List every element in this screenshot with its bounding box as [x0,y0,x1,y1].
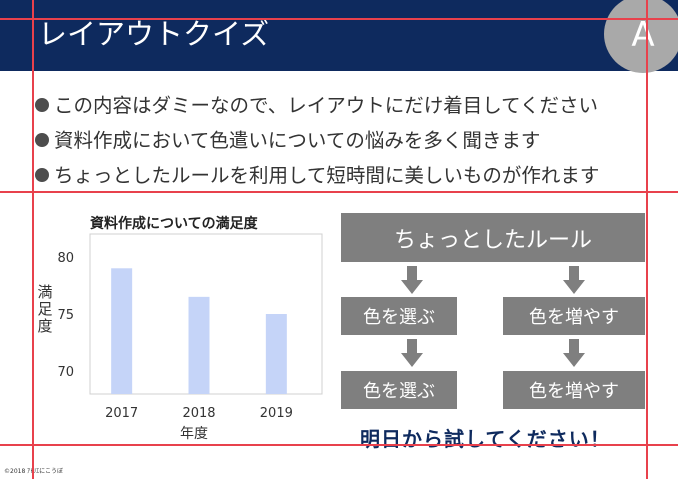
y-axis-label-char: 足 [37,300,52,318]
flow-header-text: ちょっとしたルール [393,227,592,253]
bullet-text: この内容はダミーなので、レイアウトにだけ着目してください [54,94,599,117]
bullet-list: この内容はダミーなので、レイアウトにだけ着目してください 資料作成において色遣い… [34,88,674,193]
badge-letter: A [631,15,655,55]
flow-box-left-1: 色を選ぶ [341,297,457,335]
bullet-text: 資料作成において色遣いについての悩みを多く聞きます [54,129,541,152]
chart-title: 資料作成についての満足度 [90,216,258,232]
chart-bar [265,314,287,394]
header-bar: レイアウトクイズ [0,0,678,71]
arrow-down-icon [563,266,585,294]
arrow-down-icon [401,266,423,294]
x-tick-label: 2018 [182,406,215,421]
chart-svg: 70 75 80 2017 2018 2019 年度 満足度 [37,233,323,442]
guide-line-horizontal-top [0,18,678,20]
badge-circle: A [604,0,678,73]
y-axis-label-char: 満 [37,283,52,301]
arrow-down-icon [401,339,423,367]
guide-line-vertical-left [32,0,34,479]
arrow-down-icon [563,339,585,367]
bullet-item: この内容はダミーなので、レイアウトにだけ着目してください [34,88,674,123]
y-tick-label: 70 [57,365,74,380]
call-to-action: 明日から試してください！ [360,427,611,451]
satisfaction-chart: 70 75 80 2017 2018 2019 年度 満足度 資料作成についての満足度 [30,207,330,447]
flow-box-text: 色を選ぶ [363,307,435,328]
bullet-dot-icon [35,133,49,147]
y-axis-label-char: 度 [37,317,52,335]
flow-box-text: 色を増やす [529,307,619,328]
guide-line-vertical-right [646,0,648,479]
bullet-text: ちょっとしたルールを利用して短時間に美しいものが作れます [54,164,600,187]
chart-bar [188,296,210,394]
slide-title: レイアウトクイズ [38,17,270,51]
guide-line-horizontal-middle [0,191,678,193]
bullet-item: ちょっとしたルールを利用して短時間に美しいものが作れます [34,158,674,193]
bullet-dot-icon [35,168,49,182]
x-axis-label: 年度 [180,426,208,442]
bullet-dot-icon [35,98,49,112]
guide-line-horizontal-bottom [0,444,678,446]
flow-box-right-2: 色を増やす [503,371,645,409]
y-tick-label: 80 [57,251,74,266]
flow-box-text: 色を選ぶ [363,381,435,402]
chart-bar [111,268,133,394]
x-tick-label: 2019 [260,406,293,421]
bullet-item: 資料作成において色遣いについての悩みを多く聞きます [34,123,674,158]
flow-box-text: 色を増やす [529,381,619,402]
flow-box-right-1: 色を増やす [503,297,645,335]
flow-header-box: ちょっとしたルール [341,213,645,262]
x-tick-label: 2017 [105,406,138,421]
y-tick-label: 75 [57,308,74,323]
flow-box-left-2: 色を選ぶ [341,371,457,409]
